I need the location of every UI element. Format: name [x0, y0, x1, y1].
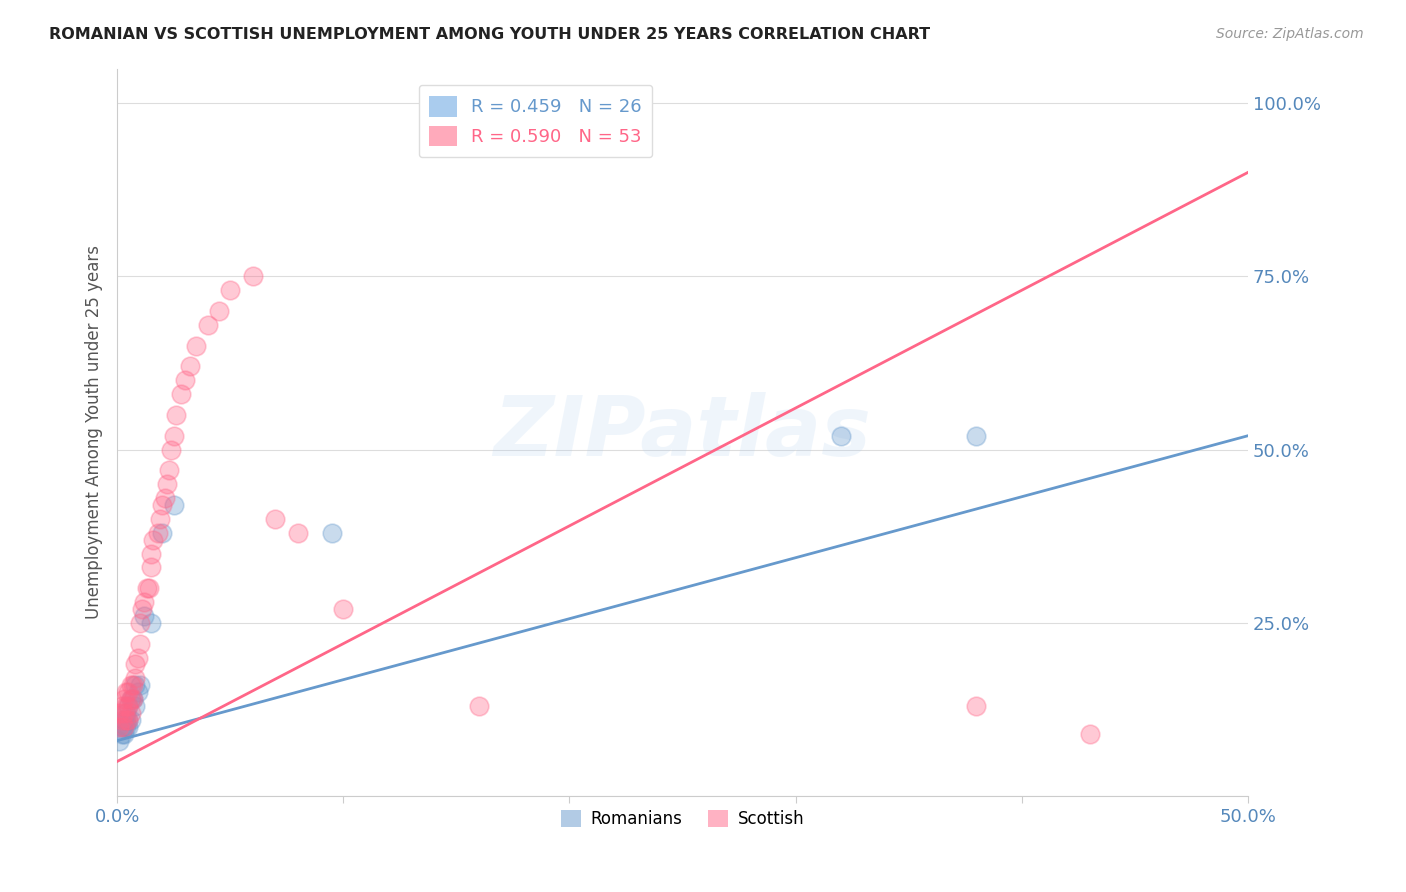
Point: [122, 692, 145, 706]
Point: [152, 498, 174, 512]
Point: [111, 727, 134, 741]
Point: [174, 373, 197, 387]
Point: [108, 733, 131, 747]
Point: [117, 713, 139, 727]
Point: [124, 698, 146, 713]
Point: [830, 429, 852, 443]
Point: [153, 491, 176, 505]
Point: [120, 692, 142, 706]
Point: [128, 678, 150, 692]
Point: [120, 678, 142, 692]
Text: ROMANIAN VS SCOTTISH UNEMPLOYMENT AMONG YOUTH UNDER 25 YEARS CORRELATION CHART: ROMANIAN VS SCOTTISH UNEMPLOYMENT AMONG …: [49, 27, 931, 42]
Point: [108, 706, 131, 720]
Point: [208, 304, 231, 318]
Point: [152, 525, 174, 540]
Point: [112, 692, 135, 706]
Point: [138, 581, 160, 595]
Point: [111, 713, 134, 727]
Point: [124, 671, 146, 685]
Point: [115, 685, 138, 699]
Point: [112, 713, 135, 727]
Legend: Romanians, Scottish: Romanians, Scottish: [554, 804, 811, 835]
Point: [163, 498, 186, 512]
Point: [966, 429, 988, 443]
Point: [264, 512, 287, 526]
Point: [111, 698, 134, 713]
Point: [117, 713, 139, 727]
Point: [157, 463, 180, 477]
Point: [160, 442, 183, 457]
Point: [287, 525, 309, 540]
Point: [146, 525, 169, 540]
Point: [115, 698, 138, 713]
Point: [149, 512, 172, 526]
Point: [115, 713, 138, 727]
Point: [186, 339, 208, 353]
Point: [219, 283, 242, 297]
Point: [120, 692, 142, 706]
Point: [127, 650, 149, 665]
Point: [112, 706, 135, 720]
Point: [165, 408, 187, 422]
Point: [1078, 727, 1101, 741]
Point: [120, 713, 142, 727]
Point: [115, 706, 138, 720]
Point: [169, 387, 191, 401]
Point: [332, 602, 354, 616]
Point: [321, 525, 343, 540]
Point: [468, 698, 491, 713]
Point: [134, 595, 156, 609]
Point: [117, 698, 139, 713]
Y-axis label: Unemployment Among Youth under 25 years: Unemployment Among Youth under 25 years: [86, 245, 103, 619]
Point: [115, 720, 138, 734]
Point: [117, 720, 139, 734]
Point: [122, 678, 145, 692]
Point: [139, 547, 162, 561]
Text: ZIPatlas: ZIPatlas: [494, 392, 872, 473]
Point: [108, 720, 131, 734]
Point: [142, 533, 165, 547]
Point: [135, 581, 157, 595]
Point: [197, 318, 219, 332]
Point: [127, 685, 149, 699]
Point: [124, 657, 146, 672]
Point: [131, 602, 153, 616]
Point: [112, 720, 135, 734]
Point: [115, 713, 138, 727]
Point: [139, 615, 162, 630]
Point: [128, 615, 150, 630]
Point: [134, 609, 156, 624]
Point: [966, 698, 988, 713]
Point: [117, 685, 139, 699]
Point: [112, 720, 135, 734]
Text: Source: ZipAtlas.com: Source: ZipAtlas.com: [1216, 27, 1364, 41]
Point: [128, 637, 150, 651]
Point: [111, 720, 134, 734]
Point: [112, 727, 135, 741]
Point: [117, 698, 139, 713]
Point: [163, 429, 186, 443]
Point: [124, 678, 146, 692]
Point: [156, 477, 179, 491]
Point: [139, 560, 162, 574]
Point: [120, 706, 142, 720]
Point: [122, 692, 145, 706]
Point: [179, 359, 201, 374]
Point: [242, 269, 264, 284]
